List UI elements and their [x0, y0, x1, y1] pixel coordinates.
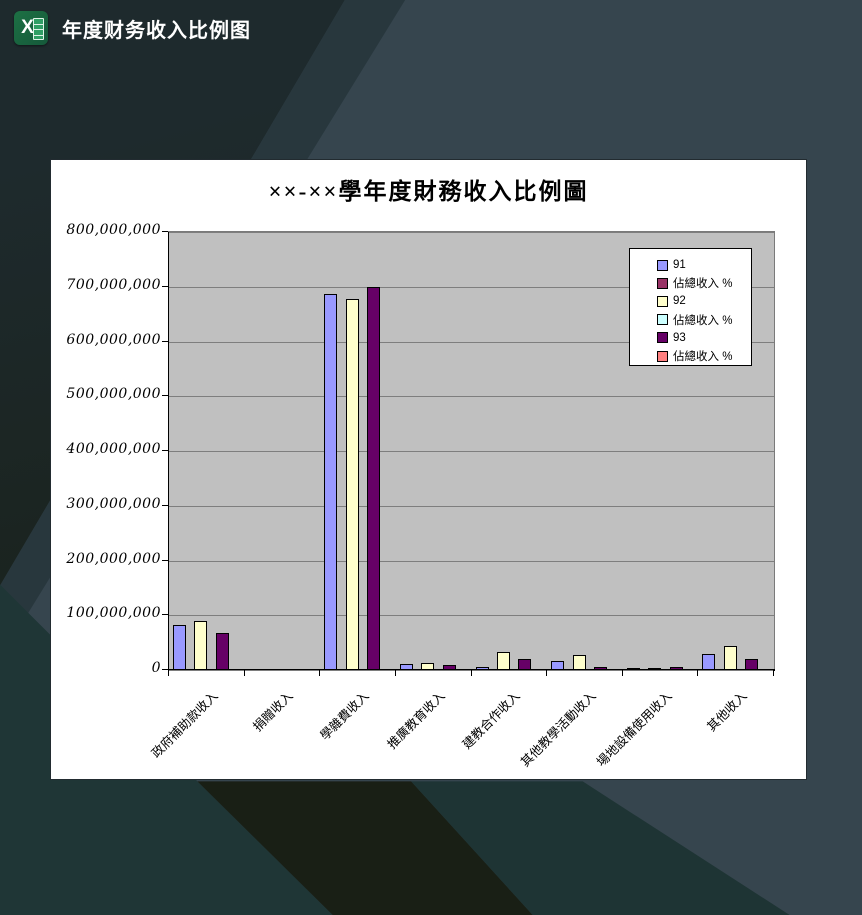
bar-93-其他教學活動收入: [593, 667, 607, 670]
legend-label: 佔總收入 %: [673, 351, 733, 364]
legend-label: 92: [673, 295, 686, 308]
legend-label: 佔總收入 %: [673, 314, 733, 327]
y-tick-label: 200,000,000: [66, 550, 161, 567]
gridline: [169, 396, 774, 398]
gridline: [169, 670, 774, 671]
gridline: [169, 341, 774, 343]
bar-92-推廣教育收入: [421, 663, 435, 670]
x-axis-tick: [470, 670, 472, 676]
bar-93-場地設備使用收入: [669, 667, 683, 670]
y-tick-label: 600,000,000: [66, 331, 161, 348]
x-axis-tick: [697, 670, 699, 676]
bar-91-其他收入: [702, 653, 716, 670]
bar-92-其他收入: [723, 646, 737, 670]
y-tick-label: 100,000,000: [66, 605, 161, 622]
x-axis-tick: [168, 670, 169, 676]
gridline: [169, 232, 774, 233]
legend-swatch: [657, 332, 668, 344]
legend-label: 91: [673, 259, 686, 272]
titlebar: X 年度财务收入比例图: [0, 0, 862, 56]
y-axis-tick: [162, 450, 168, 451]
bar-91-學雜費收入: [324, 293, 338, 670]
y-axis-tick: [162, 395, 168, 397]
gridline: [169, 615, 774, 617]
gridline: [169, 286, 774, 288]
bar-92-場地設備使用收入: [648, 667, 662, 670]
excel-icon-letter: X: [21, 17, 34, 38]
x-axis-tick: [319, 670, 321, 676]
legend-item: 91: [657, 256, 751, 274]
legend-swatch: [657, 350, 668, 362]
bar-93-建教合作收入: [518, 659, 532, 670]
y-axis-tick: [162, 285, 168, 287]
x-axis-tick: [243, 670, 245, 676]
y-axis-tick: [162, 504, 168, 506]
y-axis-tick: [162, 559, 168, 561]
bar-91-場地設備使用收入: [626, 667, 640, 670]
plot-area: [168, 231, 775, 671]
page-title: 年度财务收入比例图: [62, 20, 251, 42]
legend-item: 93: [657, 329, 751, 347]
legend-item: 佔總收入 %: [657, 274, 751, 292]
legend-label: 佔總收入 %: [673, 278, 733, 291]
bar-92-政府補助款收入: [194, 621, 208, 670]
bar-93-學雜費收入: [367, 287, 381, 670]
chart-title: ××-××學年度財務收入比例圖: [268, 179, 589, 204]
excel-icon: X: [14, 11, 48, 45]
y-tick-label: 0: [151, 660, 161, 676]
y-tick-label: 400,000,000: [66, 441, 161, 457]
bar-92-學雜費收入: [345, 298, 359, 670]
legend-swatch: [657, 295, 668, 307]
legend-item: 92: [657, 292, 751, 310]
legend-swatch: [657, 259, 668, 271]
y-tick-label: 500,000,000: [66, 386, 161, 403]
gridline: [169, 505, 774, 507]
legend-label: 93: [673, 331, 686, 344]
y-axis-tick: [162, 231, 168, 232]
chart-legend: 91 佔總收入 % 92 佔總收入 % 93 佔總收入 %: [629, 248, 752, 366]
y-tick-label: 300,000,000: [66, 495, 161, 512]
bar-91-推廣教育收入: [399, 663, 413, 670]
legend-swatch: [657, 277, 668, 289]
legend-item: 佔總收入 %: [657, 347, 751, 365]
y-tick-label: 800,000,000: [66, 222, 161, 238]
y-axis-line: [168, 232, 169, 670]
y-axis-tick: [162, 669, 168, 670]
y-axis-tick: [162, 340, 168, 342]
x-axis-tick: [546, 670, 548, 676]
x-axis-tick: [394, 670, 396, 676]
bar-92-其他教學活動收入: [572, 655, 586, 670]
bar-93-推廣教育收入: [442, 665, 456, 670]
legend-swatch: [657, 314, 668, 326]
y-tick-label: 700,000,000: [66, 276, 161, 293]
gridline: [169, 451, 774, 452]
bar-91-政府補助款收入: [173, 624, 186, 670]
excel-icon-sheet: [33, 18, 44, 40]
y-axis-tick: [162, 614, 168, 616]
bar-93-政府補助款收入: [215, 632, 229, 670]
bar-91-建教合作收入: [475, 666, 489, 670]
chart-canvas: ××-××學年度財務收入比例圖 91 佔總收入 % 92 佔總收入 % 93 佔總收入 %…: [50, 159, 807, 780]
x-axis-tick: [773, 670, 774, 676]
legend-item: 佔總收入 %: [657, 311, 751, 329]
bar-93-其他收入: [745, 658, 759, 670]
x-axis-tick: [621, 670, 623, 676]
bar-91-其他教學活動收入: [551, 660, 565, 670]
gridline: [169, 560, 774, 562]
bar-92-建教合作收入: [496, 651, 510, 670]
